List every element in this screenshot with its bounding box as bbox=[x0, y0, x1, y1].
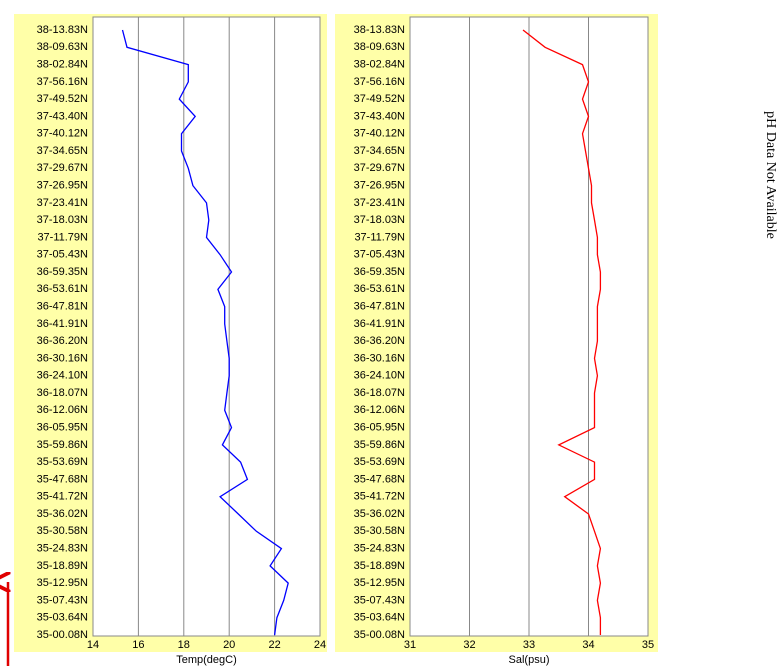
y-tick-label: 36-12.06N bbox=[354, 404, 405, 416]
y-tick-label: 36-18.07N bbox=[37, 387, 88, 399]
y-tick-label: 37-29.67N bbox=[354, 162, 405, 174]
y-tick-label: 35-24.83N bbox=[354, 542, 405, 554]
y-tick-label: 35-12.95N bbox=[37, 577, 88, 589]
y-tick-label: 35-36.02N bbox=[37, 508, 88, 520]
y-tick-label: 36-05.95N bbox=[354, 421, 405, 433]
y-tick-label: 36-53.61N bbox=[37, 283, 88, 295]
y-tick-label: 37-56.16N bbox=[354, 76, 405, 88]
y-tick-label: 35-41.72N bbox=[354, 491, 405, 503]
y-tick-label: 35-12.95N bbox=[354, 577, 405, 589]
y-tick-label: 35-03.64N bbox=[37, 612, 88, 624]
y-tick-label: 38-02.84N bbox=[37, 58, 88, 70]
y-tick-label: 35-47.68N bbox=[354, 473, 405, 485]
y-tick-label: 37-29.67N bbox=[37, 162, 88, 174]
y-tick-label: 36-18.07N bbox=[354, 387, 405, 399]
ph-note: pH Data Not Available bbox=[763, 111, 778, 239]
y-tick-label: 36-53.61N bbox=[354, 283, 405, 295]
y-tick-label: 36-41.91N bbox=[37, 318, 88, 330]
x-tick-label: 18 bbox=[178, 639, 190, 651]
data-line bbox=[121, 29, 289, 636]
x-tick-label: 35 bbox=[642, 639, 654, 651]
y-tick-label: 35-18.89N bbox=[37, 560, 88, 572]
y-tick-label: 36-59.35N bbox=[37, 266, 88, 278]
y-tick-label: 36-05.95N bbox=[37, 421, 88, 433]
y-tick-label: 36-24.10N bbox=[354, 370, 405, 382]
x-tick-label: 22 bbox=[268, 639, 280, 651]
y-tick-label: 36-47.81N bbox=[37, 300, 88, 312]
y-tick-label: 37-43.40N bbox=[354, 110, 405, 122]
y-tick-label: 37-11.79N bbox=[37, 231, 88, 243]
y-tick-label: 37-11.79N bbox=[354, 231, 405, 243]
y-tick-label: 35-00.08N bbox=[354, 629, 405, 641]
y-tick-label: 35-59.86N bbox=[37, 439, 88, 451]
y-tick-label: 38-09.63N bbox=[354, 41, 405, 53]
y-tick-label: 35-47.68N bbox=[37, 473, 88, 485]
y-tick-label: 35-07.43N bbox=[37, 594, 88, 606]
y-tick-label: 36-59.35N bbox=[354, 266, 405, 278]
y-tick-label: 35-07.43N bbox=[354, 594, 405, 606]
y-tick-label: 37-40.12N bbox=[354, 128, 405, 140]
y-tick-label: 36-36.20N bbox=[37, 335, 88, 347]
plot-area bbox=[92, 16, 321, 637]
y-tick-label: 37-34.65N bbox=[37, 145, 88, 157]
x-tick-label: 16 bbox=[132, 639, 144, 651]
y-tick-label: 35-59.86N bbox=[354, 439, 405, 451]
y-tick-label: 36-36.20N bbox=[354, 335, 405, 347]
y-tick-label: 36-47.81N bbox=[354, 300, 405, 312]
y-tick-label: 37-40.12N bbox=[37, 128, 88, 140]
y-tick-label: 37-26.95N bbox=[37, 179, 88, 191]
y-tick-label: 35-18.89N bbox=[354, 560, 405, 572]
y-tick-label: 37-05.43N bbox=[354, 249, 405, 261]
x-tick-label: 24 bbox=[314, 639, 326, 651]
y-tick-label: 37-49.52N bbox=[354, 93, 405, 105]
y-tick-label: 37-26.95N bbox=[354, 179, 405, 191]
y-tick-label: 35-36.02N bbox=[354, 508, 405, 520]
y-tick-label: 37-43.40N bbox=[37, 110, 88, 122]
y-tick-label: 37-18.03N bbox=[354, 214, 405, 226]
x-tick-label: 34 bbox=[582, 639, 594, 651]
y-tick-label: 37-34.65N bbox=[354, 145, 405, 157]
y-tick-label: 35-53.69N bbox=[354, 456, 405, 468]
data-line bbox=[522, 29, 602, 635]
y-tick-label: 36-30.16N bbox=[354, 352, 405, 364]
y-tick-label: 35-41.72N bbox=[37, 491, 88, 503]
y-tick-label: 38-09.63N bbox=[37, 41, 88, 53]
y-tick-label: 35-30.58N bbox=[37, 525, 88, 537]
y-tick-label: 35-03.64N bbox=[354, 612, 405, 624]
y-tick-label: 37-18.03N bbox=[37, 214, 88, 226]
y-tick-label: 36-12.06N bbox=[37, 404, 88, 416]
y-tick-label: 35-30.58N bbox=[354, 525, 405, 537]
y-tick-label: 35-00.08N bbox=[37, 629, 88, 641]
y-tick-label: 37-05.43N bbox=[37, 249, 88, 261]
x-tick-label: 33 bbox=[523, 639, 535, 651]
y-tick-label: 38-13.83N bbox=[354, 24, 405, 36]
x-tick-label: 20 bbox=[223, 639, 235, 651]
y-tick-label: 38-02.84N bbox=[354, 58, 405, 70]
y-tick-label: 35-24.83N bbox=[37, 542, 88, 554]
y-tick-label: 37-23.41N bbox=[37, 197, 88, 209]
y-tick-label: 37-56.16N bbox=[37, 76, 88, 88]
y-tick-label: 38-13.83N bbox=[37, 24, 88, 36]
x-axis-label: Temp(degC) bbox=[176, 654, 237, 666]
y-tick-label: 36-24.10N bbox=[37, 370, 88, 382]
x-tick-label: 14 bbox=[87, 639, 99, 651]
x-tick-label: 32 bbox=[463, 639, 475, 651]
y-tick-label: 35-53.69N bbox=[37, 456, 88, 468]
y-tick-label: 37-49.52N bbox=[37, 93, 88, 105]
x-tick-label: 31 bbox=[404, 639, 416, 651]
y-tick-label: 37-23.41N bbox=[354, 197, 405, 209]
y-tick-label: 36-30.16N bbox=[37, 352, 88, 364]
y-tick-label: 36-41.91N bbox=[354, 318, 405, 330]
x-axis-label: Sal(psu) bbox=[509, 654, 550, 666]
